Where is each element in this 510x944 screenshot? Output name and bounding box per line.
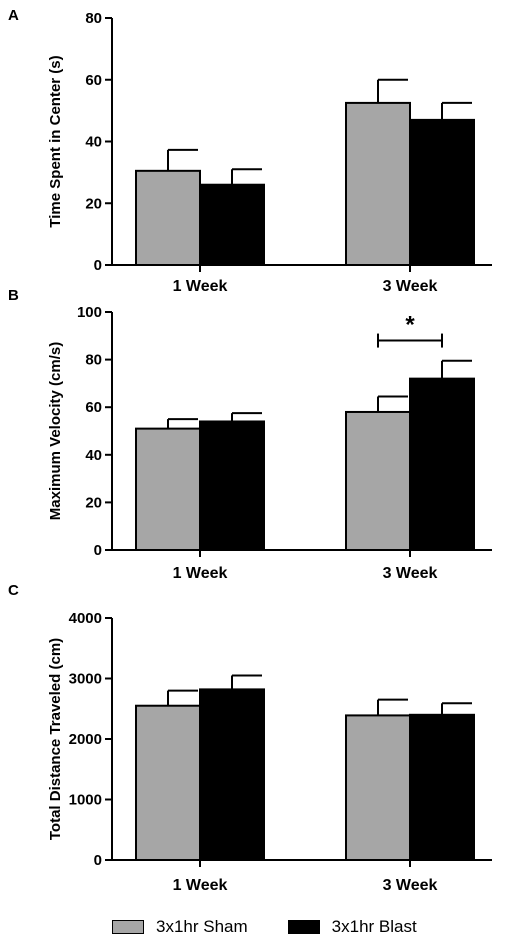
panel-label: C bbox=[8, 582, 19, 599]
y-axis-title: Time Spent in Center (s) bbox=[47, 55, 64, 227]
y-tick-label: 0 bbox=[94, 542, 102, 559]
legend-item-sham: 3x1hr Sham bbox=[112, 917, 248, 937]
x-tick-label: 3 Week bbox=[383, 278, 438, 295]
y-tick-label: 4000 bbox=[69, 610, 102, 627]
bar-sham-1-week bbox=[135, 169, 201, 266]
x-tick-label: 1 Week bbox=[173, 278, 228, 295]
y-tick-label: 20 bbox=[85, 195, 102, 212]
chart-panel-c: C Total Distance Traveled (cm) 0 1000 2000 30… bbox=[8, 582, 492, 894]
bar-blast-3-week bbox=[409, 377, 475, 552]
chart-legend: 3x1hr Sham 3x1hr Blast bbox=[112, 914, 457, 940]
bar-blast-1-week bbox=[199, 688, 265, 862]
bar-sham-1-week bbox=[135, 427, 201, 551]
y-tick-label: 80 bbox=[85, 10, 102, 27]
y-tick-label: 80 bbox=[85, 352, 102, 369]
bar-blast-3-week bbox=[409, 713, 475, 861]
legend-item-blast: 3x1hr Blast bbox=[287, 917, 417, 937]
y-tick-label: 3000 bbox=[69, 671, 102, 688]
y-tick-label: 2000 bbox=[69, 731, 102, 748]
bar-blast-3-week bbox=[409, 118, 475, 266]
bar-blast-1-week bbox=[199, 183, 265, 267]
bar-sham-3-week bbox=[345, 714, 411, 862]
y-tick-label: 100 bbox=[77, 304, 102, 321]
x-tick-label: 3 Week bbox=[383, 877, 438, 894]
chart-panel-a: A Time Spent in Center (s) 0 20 40 60 80 1 Week… bbox=[8, 7, 492, 295]
x-tick-label: 1 Week bbox=[173, 565, 228, 582]
panel-label: A bbox=[8, 7, 19, 24]
legend-swatch-blast bbox=[287, 920, 320, 934]
y-tick-label: 1000 bbox=[69, 792, 102, 809]
y-tick-label: 60 bbox=[85, 72, 102, 89]
bar-sham-1-week bbox=[135, 704, 201, 861]
legend-label-blast: 3x1hr Blast bbox=[331, 917, 417, 936]
chart-panel-b: B Maximum Velocity (cm/s) 0 20 40 60 80 100 1 We… bbox=[8, 287, 492, 582]
x-tick-label: 1 Week bbox=[173, 877, 228, 894]
bar-chart-figure: A Time Spent in Center (s) 0 20 40 60 80 1 Week… bbox=[8, 7, 492, 894]
bar-sham-3-week bbox=[345, 101, 411, 266]
y-axis-title: Total Distance Traveled (cm) bbox=[47, 638, 64, 840]
x-tick-label: 3 Week bbox=[383, 565, 438, 582]
y-tick-label: 0 bbox=[94, 852, 102, 869]
panel-label: B bbox=[8, 287, 19, 304]
legend-swatch-sham bbox=[112, 920, 144, 934]
y-tick-label: 0 bbox=[94, 257, 102, 274]
y-axis-title: Maximum Velocity (cm/s) bbox=[47, 342, 64, 520]
y-tick-label: 20 bbox=[85, 494, 102, 511]
bar-blast-1-week bbox=[199, 420, 265, 552]
legend-label-sham: 3x1hr Sham bbox=[156, 917, 248, 936]
y-tick-label: 40 bbox=[85, 134, 102, 151]
significance-star: * bbox=[405, 312, 415, 339]
y-tick-label: 60 bbox=[85, 399, 102, 416]
y-tick-label: 40 bbox=[85, 447, 102, 464]
bar-sham-3-week bbox=[345, 410, 411, 551]
